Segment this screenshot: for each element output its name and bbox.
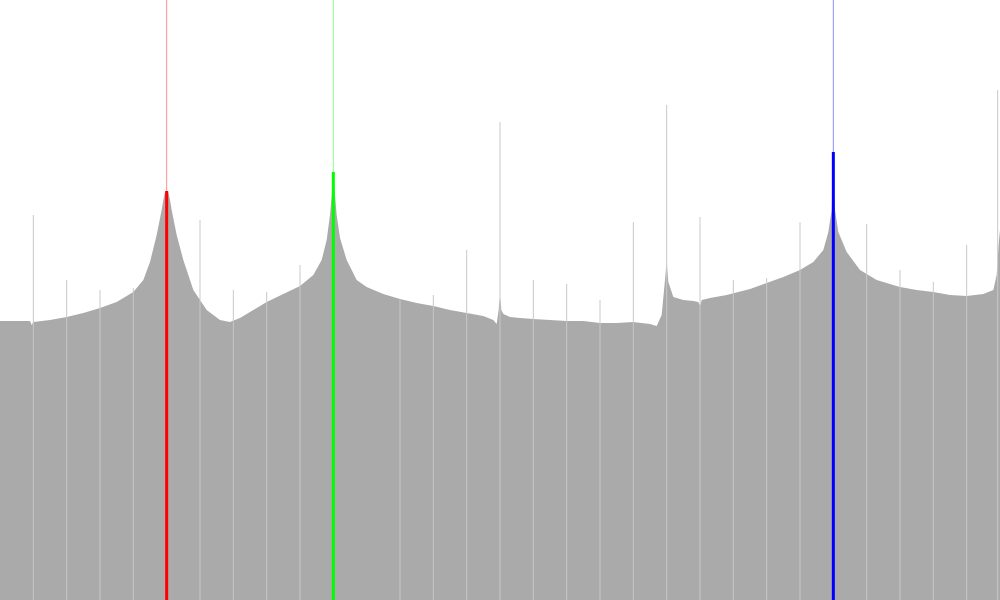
chart: [0, 0, 1000, 600]
chart-canvas: [0, 0, 1000, 600]
